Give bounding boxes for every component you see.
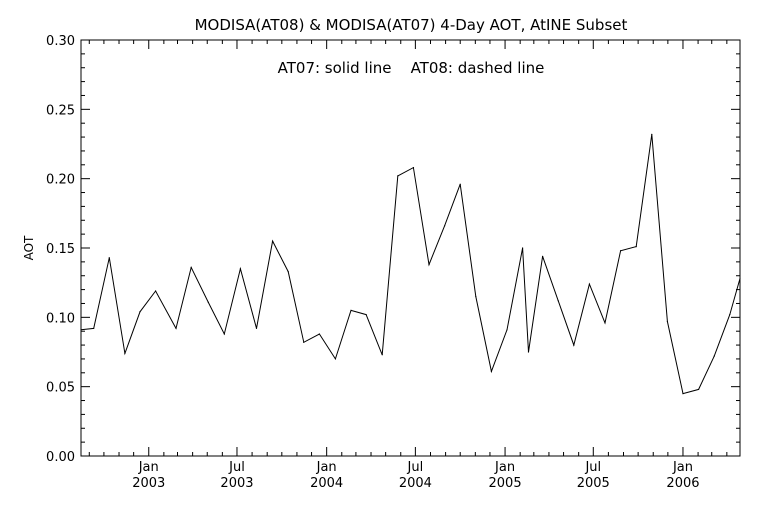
y-tick-label: 0.10 xyxy=(46,311,75,326)
data-point xyxy=(303,341,305,343)
data-point xyxy=(412,166,415,169)
x-tick-year-label: 2005 xyxy=(489,476,522,491)
data-point xyxy=(490,370,493,373)
data-point xyxy=(124,352,126,354)
data-point xyxy=(651,133,653,135)
data-point xyxy=(93,327,95,330)
x-tick-year-label: 2004 xyxy=(310,476,343,491)
y-axis: 0.00 0.05 0.10 0.15 0.20 0.25 0.30 xyxy=(46,34,740,465)
plot-frame xyxy=(80,39,741,457)
x-tick-year-label: 2004 xyxy=(399,476,432,491)
data-point xyxy=(154,290,157,292)
data-point xyxy=(444,225,446,227)
x-tick-month-label: Jan xyxy=(316,460,337,475)
data-point xyxy=(207,301,209,303)
x-tick-month-label: Jul xyxy=(228,460,245,475)
data-point xyxy=(557,300,559,302)
data-point xyxy=(713,355,715,357)
data-point xyxy=(522,247,524,249)
data-point xyxy=(80,329,82,331)
data-point xyxy=(573,344,575,346)
data-point xyxy=(175,327,177,330)
data-point xyxy=(697,388,700,391)
data-point xyxy=(223,333,225,335)
data-point xyxy=(350,309,352,311)
data-point xyxy=(397,175,399,177)
x-tick-month-label: Jan xyxy=(494,460,515,475)
data-point xyxy=(318,333,320,335)
data-point xyxy=(459,183,461,185)
data-point xyxy=(381,354,383,356)
data-point xyxy=(506,329,508,331)
data-point xyxy=(365,313,367,316)
x-tick-year-label: 2003 xyxy=(132,476,165,491)
data-point xyxy=(541,255,544,257)
y-tick-label: 0.05 xyxy=(46,381,75,396)
x-tick-month-label: Jan xyxy=(672,460,693,475)
data-point xyxy=(739,277,741,280)
y-tick-label: 0.20 xyxy=(46,173,75,188)
data-point xyxy=(604,322,606,324)
y-axis-label: AOT xyxy=(22,235,36,260)
data-point xyxy=(255,327,258,330)
x-tick-year-label: 2005 xyxy=(577,476,610,491)
data-point xyxy=(729,313,731,316)
data-point xyxy=(239,268,241,270)
y-tick-label: 0.00 xyxy=(46,450,75,465)
x-tick-year-label: 2003 xyxy=(220,476,253,491)
chart-title: MODISA(AT08) & MODISA(AT07) 4-Day AOT, A… xyxy=(195,16,628,34)
data-point xyxy=(139,311,141,313)
y-tick-label: 0.25 xyxy=(46,103,75,118)
line-style-annotation: AT07: solid line AT08: dashed line xyxy=(278,59,545,77)
data-point xyxy=(271,240,274,242)
x-tick-year-label: 2006 xyxy=(666,476,699,491)
data-point xyxy=(527,351,530,353)
data-point xyxy=(635,246,637,248)
data-point xyxy=(190,266,192,269)
data-point xyxy=(619,250,622,252)
data-point xyxy=(475,295,477,298)
data-point xyxy=(666,320,668,323)
data-point xyxy=(334,358,337,360)
data-point xyxy=(588,283,590,285)
x-tick-month-label: Jan xyxy=(138,460,159,475)
y-tick-label: 0.30 xyxy=(46,34,75,49)
x-axis: Jan2003Jul2003Jan2004Jul2004Jan2005Jul20… xyxy=(88,40,728,491)
x-tick-month-label: Jul xyxy=(407,460,424,475)
series-layer xyxy=(80,133,741,395)
data-point xyxy=(287,270,289,273)
data-point xyxy=(108,257,110,259)
series-line-at07 xyxy=(80,134,741,395)
data-point xyxy=(428,264,430,266)
x-tick-month-label: Jul xyxy=(584,460,601,475)
y-tick-label: 0.15 xyxy=(46,242,75,257)
data-point xyxy=(682,393,684,395)
